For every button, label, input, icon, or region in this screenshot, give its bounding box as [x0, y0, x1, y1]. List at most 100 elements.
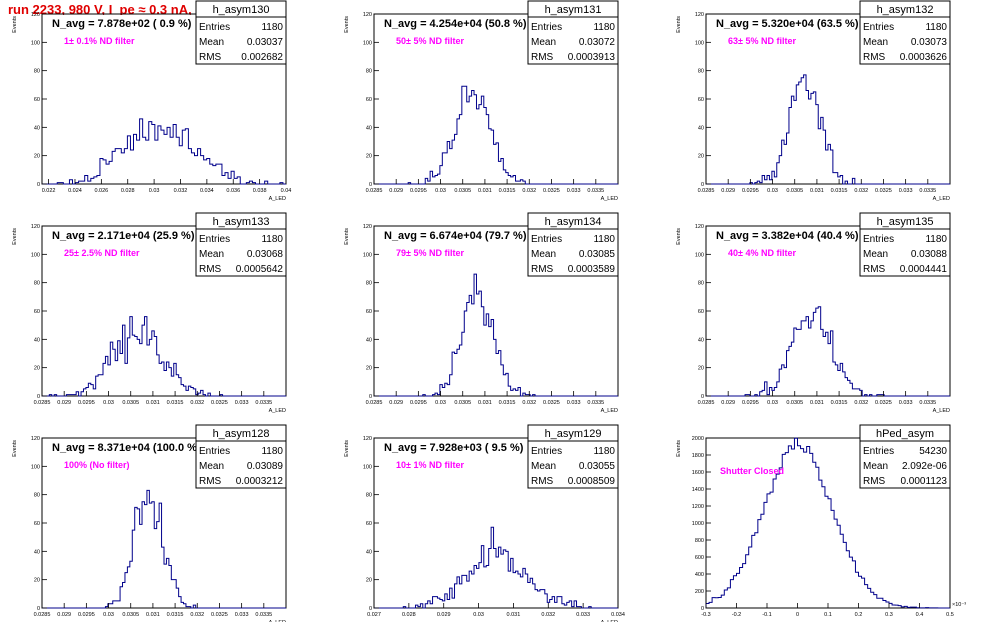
- x-tick-label: 0.033: [576, 612, 590, 618]
- stats-value: 1180: [261, 446, 283, 457]
- stats-key: Mean: [531, 37, 556, 48]
- stats-box: [527, 424, 619, 489]
- x-axis-label: A_LED: [269, 620, 286, 622]
- y-tick-label: 80: [366, 281, 372, 287]
- histogram-panel-h_asym129: 0 20 40 60 80 100 120 0.027 0.028 0.029 0.03 0.031 0…: [344, 424, 625, 622]
- x-tick-label: 0.03: [103, 400, 114, 406]
- filter-label: 40± 4% ND filter: [728, 248, 796, 258]
- annotation-box: [43, 227, 223, 244]
- x-axis-label: A_LED: [933, 408, 950, 414]
- x-tick-label: 0.0325: [211, 400, 228, 406]
- stats-value: 54230: [919, 446, 947, 457]
- y-axis-label: Events: [12, 440, 18, 457]
- histogram-panel-h_asym131: 0 20 40 60 80 100 120 0.0285 0.029 0.0295 0.03 0.03…: [344, 0, 619, 202]
- y-tick-label: 0: [369, 606, 372, 612]
- y-axis-label: Events: [676, 228, 682, 245]
- filter-label: 100% (No filter): [64, 460, 130, 470]
- x-tick-label: 0.033: [899, 400, 913, 406]
- stats-value: 0.0003589: [568, 264, 616, 275]
- stats-value: 0.0003626: [900, 52, 948, 63]
- x-tick-label: 0.022: [42, 188, 56, 194]
- x-tick-label: -0.1: [762, 612, 771, 618]
- x-tick-label: 0.031: [478, 188, 492, 194]
- y-tick-label: 0: [369, 182, 372, 188]
- stats-key: Entries: [199, 446, 230, 457]
- y-tick-label: 20: [34, 154, 40, 160]
- x-tick-label: 0.0305: [122, 612, 139, 618]
- histogram-panel-h_asym128: 0 20 40 60 80 100 120 0.0285 0.029 0.0295 0.03 0.03…: [12, 424, 287, 622]
- x-tick-label: 0.03: [473, 612, 484, 618]
- filter-label: 79± 5% ND filter: [396, 248, 464, 258]
- x-tick-label: 0.036: [226, 188, 240, 194]
- stats-value: 0.0004441: [900, 264, 948, 275]
- x-tick-label: 0.0315: [831, 188, 848, 194]
- histogram-panel-h_asym132: 0 20 40 60 80 100 120 0.0285 0.029 0.0295 0.03 0.03…: [676, 0, 951, 202]
- y-tick-label: 100: [31, 464, 40, 470]
- x-tick-label: 0.0305: [454, 400, 471, 406]
- x-tick-label: 0.026: [94, 188, 108, 194]
- x-tick-label: 0.0325: [543, 400, 560, 406]
- y-tick-label: 80: [366, 69, 372, 75]
- x-axis-label: A_LED: [601, 196, 618, 202]
- annotation-navg: N_avg = 2.171e+04 (25.9 %): [52, 230, 195, 242]
- x-tick-label: 0.028: [402, 612, 416, 618]
- stats-value: 0.03088: [911, 249, 948, 260]
- y-tick-label: 60: [698, 97, 704, 103]
- y-tick-label: 100: [31, 40, 40, 46]
- annotation-box: [707, 15, 887, 32]
- x-tick-label: 0.0295: [410, 400, 427, 406]
- x-tick-label: 0.0325: [211, 612, 228, 618]
- stats-value: 2.092e-06: [902, 461, 947, 472]
- y-tick-label: 0: [701, 606, 704, 612]
- y-tick-label: 0: [369, 394, 372, 400]
- stats-value: 0.03055: [579, 461, 616, 472]
- x-tick-label: 0.031: [507, 612, 521, 618]
- y-tick-label: 40: [366, 337, 372, 343]
- x-tick-label: 0.0335: [255, 400, 272, 406]
- stats-box: [859, 0, 951, 65]
- y-tick-label: 1200: [692, 504, 704, 510]
- stats-box: [195, 0, 287, 65]
- annotation-navg: N_avg = 3.382e+04 (40.4 %): [716, 230, 859, 242]
- y-axis-label: Events: [344, 440, 350, 457]
- x-tick-label: 0.032: [522, 400, 536, 406]
- y-tick-label: 100: [363, 252, 372, 258]
- y-tick-label: 80: [34, 281, 40, 287]
- y-tick-label: 120: [363, 436, 372, 442]
- filter-label: 50± 5% ND filter: [396, 36, 464, 46]
- x-axis-label: A_LED: [601, 620, 618, 622]
- stats-key: RMS: [863, 264, 886, 275]
- y-tick-label: 20: [366, 366, 372, 372]
- y-tick-label: 20: [698, 154, 704, 160]
- y-tick-label: 0: [37, 606, 40, 612]
- filter-label: 1± 0.1% ND filter: [64, 36, 135, 46]
- histogram-line: [42, 316, 286, 397]
- stats-key: RMS: [199, 264, 222, 275]
- stats-value: 0.0008509: [568, 476, 616, 487]
- histogram-line: [42, 489, 286, 609]
- stats-value: 0.0003913: [568, 52, 616, 63]
- annotation-navg: N_avg = 4.254e+04 (50.8 %): [384, 18, 527, 30]
- stats-box: [195, 424, 287, 489]
- x-axis-label: A_LED: [933, 196, 950, 202]
- y-tick-label: 20: [366, 578, 372, 584]
- y-axis-label: Events: [12, 228, 18, 245]
- x-tick-label: 0.031: [146, 400, 160, 406]
- y-tick-label: 40: [366, 125, 372, 131]
- x-tick-label: 0.032: [190, 400, 204, 406]
- stats-value: 1180: [593, 234, 615, 245]
- x-axis-label: A_LED: [269, 196, 286, 202]
- x-tick-label: 0.034: [611, 612, 625, 618]
- x-tick-label: -0.2: [732, 612, 741, 618]
- stats-key: Mean: [863, 37, 888, 48]
- stats-title: h_asym128: [213, 428, 270, 440]
- y-axis-label: Events: [676, 16, 682, 33]
- y-tick-label: 600: [695, 555, 704, 561]
- x-tick-label: 0.03: [767, 400, 778, 406]
- annotation-box: [375, 439, 555, 456]
- stats-value: 0.03085: [579, 249, 616, 260]
- annotation-navg: N_avg = 7.928e+03 ( 9.5 %): [384, 442, 524, 454]
- x-tick-label: 0.03: [103, 612, 114, 618]
- stats-key: Mean: [531, 249, 556, 260]
- stats-title: h_asym130: [213, 4, 270, 16]
